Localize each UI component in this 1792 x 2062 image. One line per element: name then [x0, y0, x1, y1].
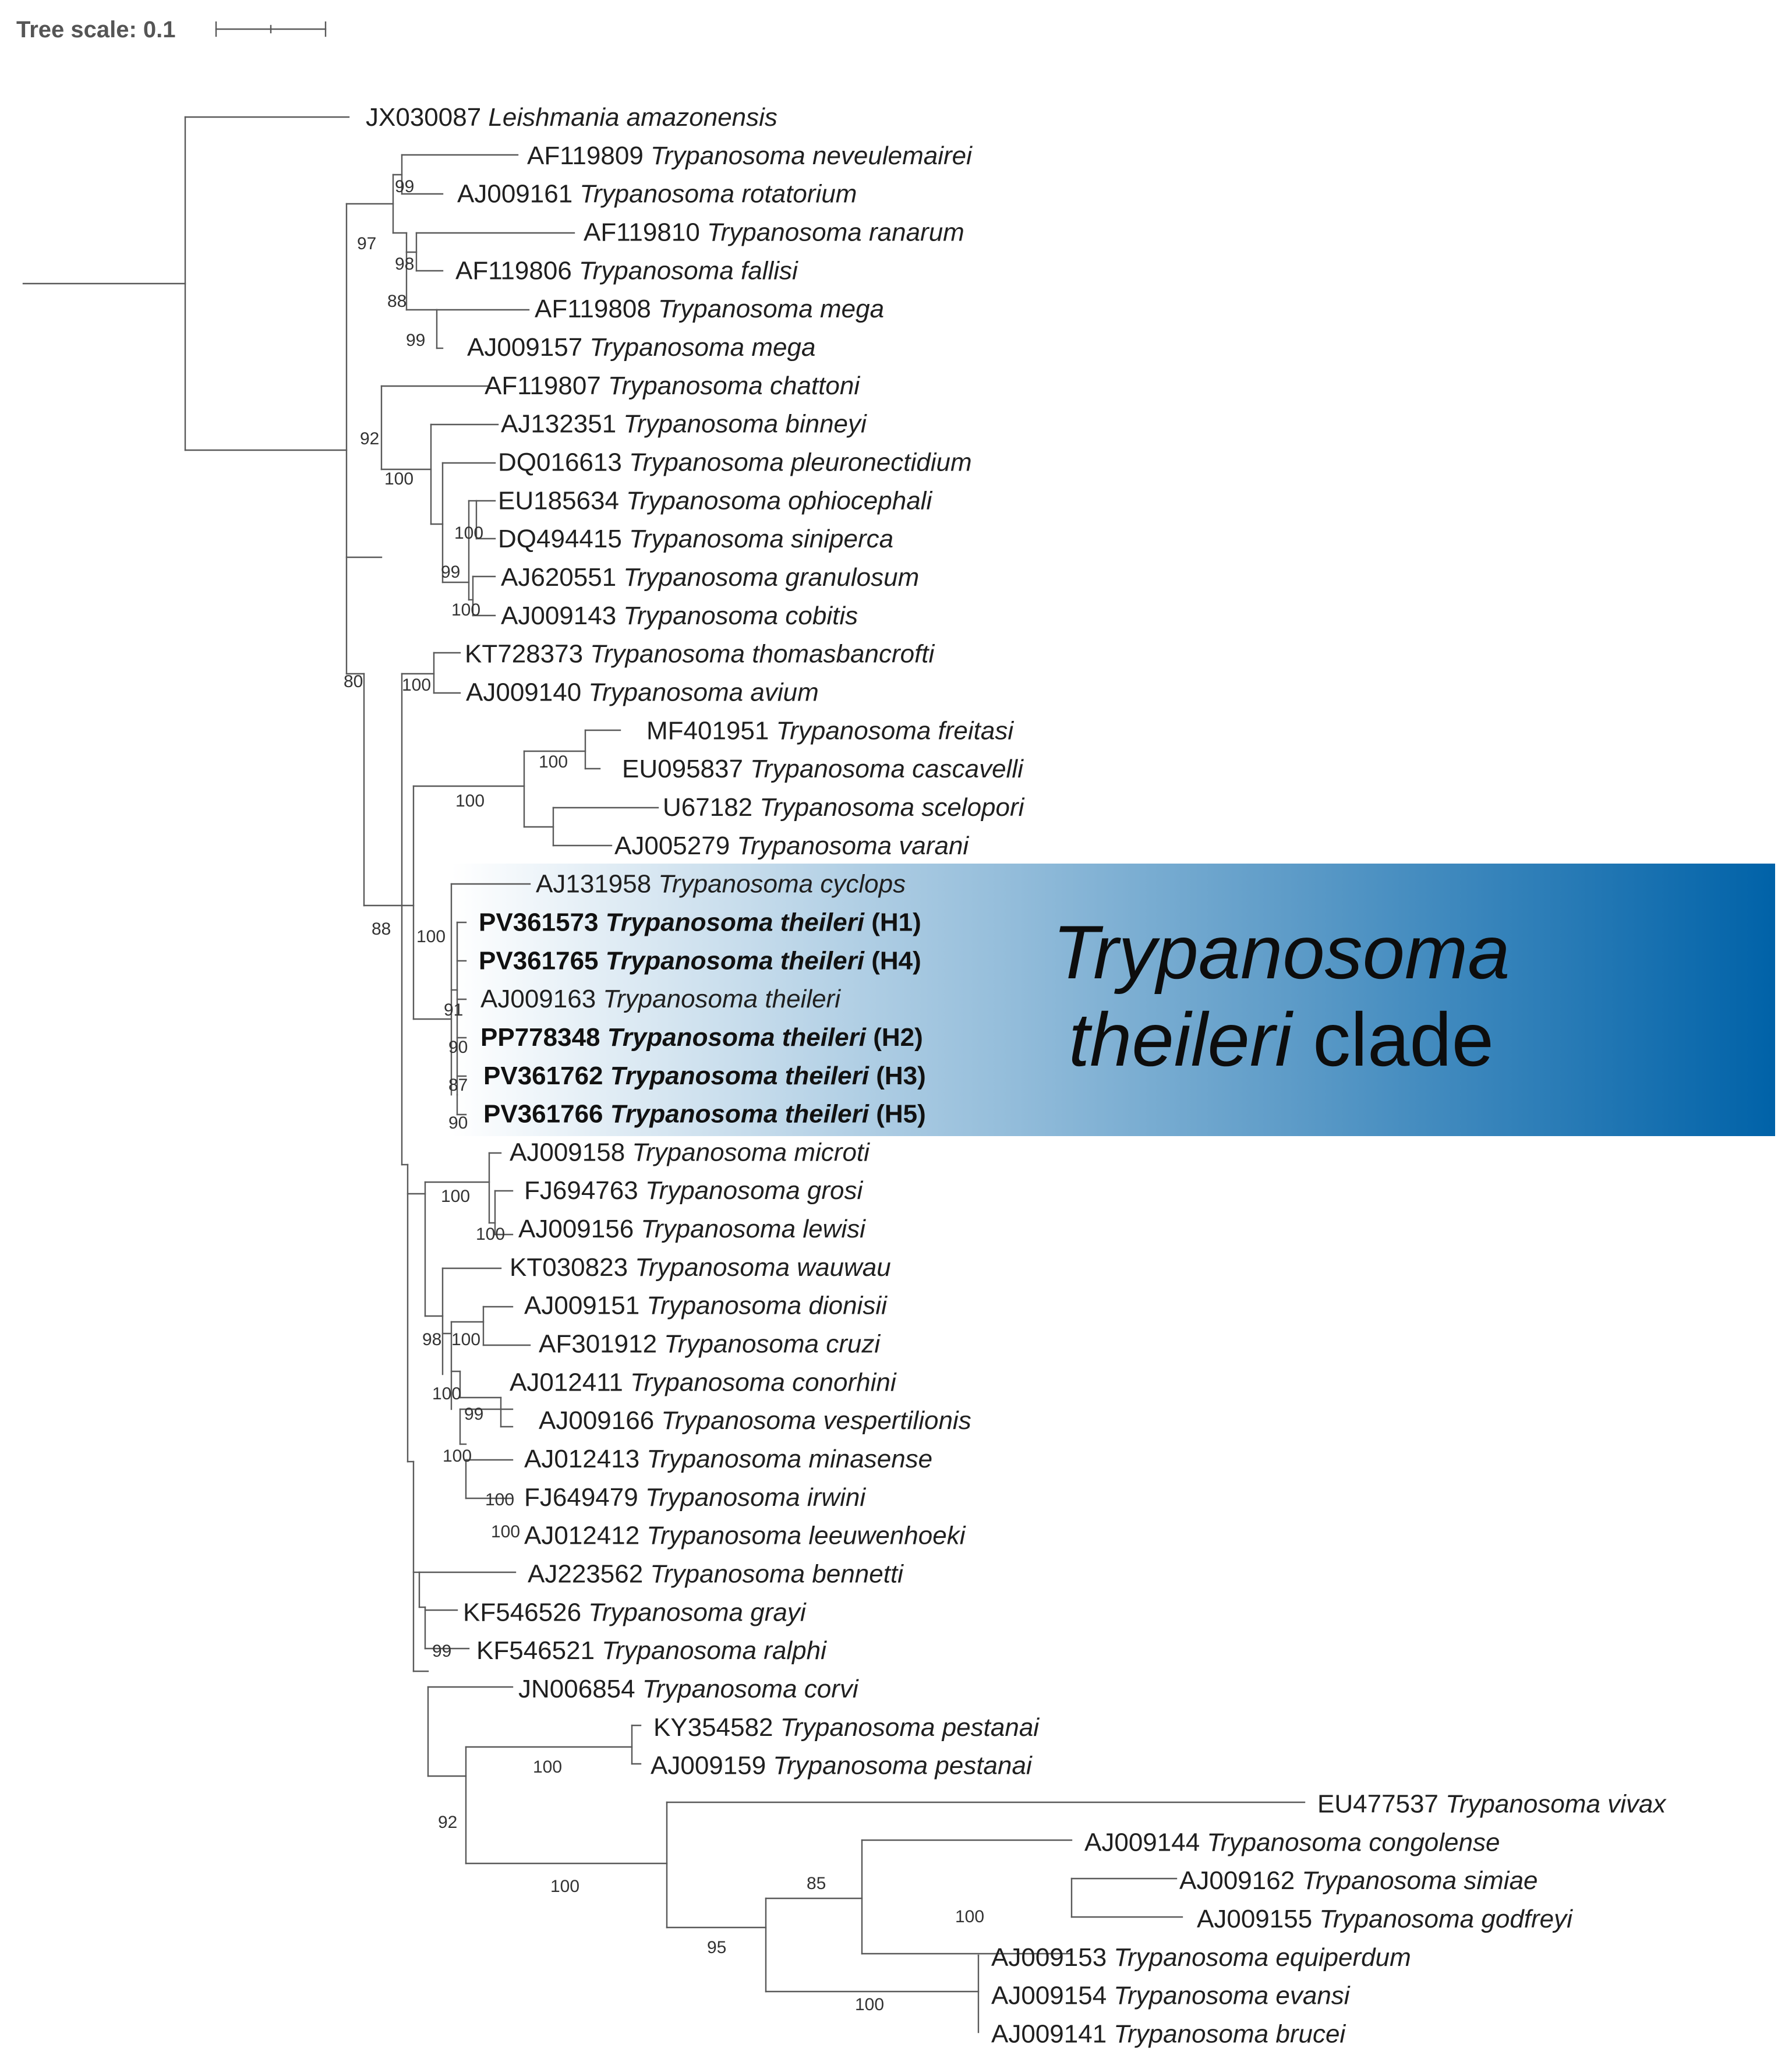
- tip-label: PV361766 Trypanosoma theileri (H5): [483, 1100, 926, 1129]
- tip-label: AJ009159 Trypanosoma pestanai: [651, 1752, 1033, 1780]
- bootstrap-value: 100: [454, 524, 483, 543]
- clade-title-line2: theileri clade: [1069, 997, 1494, 1082]
- bootstrap-value: 100: [476, 1225, 505, 1244]
- tip-label: AF301912 Trypanosoma cruzi: [539, 1330, 881, 1359]
- tip-label: FJ649479 Trypanosoma irwini: [524, 1483, 866, 1512]
- bootstrap-value: 100: [432, 1384, 461, 1403]
- bootstrap-value: 90: [448, 1038, 468, 1057]
- bootstrap-value: 91: [444, 1000, 463, 1020]
- tip-label: AJ005279 Trypanosoma varani: [614, 832, 969, 860]
- tip-label: JX030087 Leishmania amazonensis: [366, 103, 777, 132]
- tip-label: PV361765 Trypanosoma theileri (H4): [479, 946, 921, 975]
- tree-scale-bar: [215, 21, 327, 37]
- tip-label: MF401951 Trypanosoma freitasi: [646, 716, 1014, 745]
- tip-label: PP778348 Trypanosoma theileri (H2): [480, 1023, 923, 1052]
- tip-label: AJ009162 Trypanosoma simiae: [1179, 1866, 1538, 1895]
- bootstrap-value: 87: [448, 1076, 468, 1095]
- tip-label: DQ494415 Trypanosoma siniperca: [498, 525, 893, 553]
- bootstrap-value: 90: [448, 1113, 468, 1133]
- bootstrap-value: 88: [372, 919, 391, 939]
- tip-label: EU477537 Trypanosoma vivax: [1317, 1790, 1667, 1819]
- tip-label: AJ009158 Trypanosoma microti: [510, 1138, 870, 1166]
- tip-label: AJ009155 Trypanosoma godfreyi: [1197, 1905, 1573, 1933]
- bootstrap-value: 100: [491, 1522, 520, 1541]
- tip-label: KT728373 Trypanosoma thomasbancrofti: [465, 640, 935, 669]
- bootstrap-value: 100: [533, 1757, 562, 1777]
- tip-label: AJ012413 Trypanosoma minasense: [524, 1445, 932, 1473]
- tip-label: AJ009163 Trypanosoma theileri: [480, 985, 841, 1013]
- tip-labels: JX030087 Leishmania amazonensis AF119809 …: [366, 103, 1667, 2049]
- tip-label: U67182 Trypanosoma scelopori: [663, 793, 1025, 822]
- bootstrap-value: 99: [432, 1642, 451, 1661]
- bootstrap-value: 98: [422, 1330, 441, 1349]
- tip-label: AJ009143 Trypanosoma cobitis: [501, 602, 858, 630]
- tip-label: AF119808 Trypanosoma mega: [535, 295, 884, 323]
- tip-label: KT030823 Trypanosoma wauwau: [510, 1253, 891, 1282]
- bootstrap-value: 97: [357, 234, 376, 253]
- tip-label: AJ009166 Trypanosoma vespertilionis: [539, 1406, 971, 1435]
- tip-label: PV361573 Trypanosoma theileri (H1): [479, 908, 921, 936]
- bootstrap-value: 100: [443, 1446, 472, 1466]
- tip-label: EU185634 Trypanosoma ophiocephali: [498, 486, 932, 515]
- tip-label: AJ009151 Trypanosoma dionisii: [524, 1292, 888, 1320]
- tip-label: AJ009156 Trypanosoma lewisi: [518, 1215, 866, 1243]
- bootstrap-value: 100: [384, 469, 413, 489]
- tip-label: AJ009140 Trypanosoma avium: [466, 678, 819, 706]
- tip-label: KF546521 Trypanosoma ralphi: [476, 1636, 827, 1665]
- tip-label: AF119810 Trypanosoma ranarum: [584, 218, 964, 246]
- tip-label: AJ012412 Trypanosoma leeuwenhoeki: [524, 1522, 966, 1550]
- bootstrap-value: 95: [707, 1938, 726, 1957]
- tip-label: AJ012411 Trypanosoma conorhini: [510, 1368, 897, 1396]
- bootstrap-value: 100: [455, 791, 485, 811]
- tip-label: AJ223562 Trypanosoma bennetti: [528, 1560, 904, 1589]
- tree-scale-label: Tree scale: 0.1: [16, 17, 176, 43]
- bootstrap-value: 100: [855, 1995, 884, 2014]
- bootstrap-value: 100: [485, 1490, 514, 1509]
- bootstrap-value: 88: [387, 292, 407, 311]
- tip-label: KF546526 Trypanosoma grayi: [463, 1598, 807, 1626]
- tip-label: AJ620551 Trypanosoma granulosum: [501, 563, 919, 592]
- tree-branches: [22, 116, 1306, 2033]
- bootstrap-value: 80: [344, 672, 363, 691]
- bootstrap-value: 98: [395, 254, 414, 274]
- tip-label: AF119806 Trypanosoma fallisi: [455, 256, 798, 285]
- bootstrap-value: 99: [464, 1405, 483, 1424]
- bootstrap-value: 99: [441, 563, 460, 582]
- tip-label: AJ009157 Trypanosoma mega: [467, 333, 815, 362]
- tip-label: DQ016613 Trypanosoma pleuronectidium: [498, 448, 972, 476]
- bootstrap-value: 99: [406, 331, 425, 350]
- clade-title-line1: Trypanosoma: [1052, 910, 1510, 995]
- tip-label: AJ009161 Trypanosoma rotatorium: [457, 180, 857, 208]
- theileri-clade-highlight: [452, 864, 1775, 1136]
- bootstrap-value: 85: [807, 1874, 826, 1893]
- bootstrap-value: 100: [451, 1330, 480, 1349]
- bootstrap-value: 100: [441, 1187, 470, 1206]
- bootstrap-value: 100: [451, 600, 480, 620]
- bootstrap-value: 100: [539, 752, 568, 772]
- tip-label: KY354582 Trypanosoma pestanai: [653, 1713, 1040, 1742]
- tip-label: JN006854 Trypanosoma corvi: [518, 1675, 859, 1703]
- bootstrap-value: 92: [438, 1813, 457, 1832]
- bootstrap-value: 99: [395, 177, 414, 196]
- tip-label: AJ132351 Trypanosoma binneyi: [501, 410, 867, 438]
- tip-label: AJ009141 Trypanosoma brucei: [991, 2020, 1346, 2049]
- tip-label: AF119809 Trypanosoma neveulemairei: [527, 142, 973, 170]
- tip-label: AJ131958 Trypanosoma cyclops: [536, 870, 906, 899]
- bootstrap-value: 92: [360, 429, 379, 448]
- bootstrap-value: 100: [550, 1877, 579, 1896]
- tip-label: AJ009153 Trypanosoma equiperdum: [991, 1943, 1411, 1972]
- tip-label: AJ009154 Trypanosoma evansi: [991, 1982, 1351, 2010]
- bootstrap-value: 100: [955, 1907, 984, 1926]
- bootstrap-value: 100: [402, 675, 431, 695]
- tip-label: AJ009144 Trypanosoma congolense: [1084, 1828, 1500, 1856]
- tip-label: AF119807 Trypanosoma chattoni: [485, 372, 860, 400]
- tip-label: FJ694763 Trypanosoma grosi: [524, 1176, 863, 1205]
- tip-label: EU095837 Trypanosoma cascavelli: [622, 755, 1024, 783]
- tip-label: PV361762 Trypanosoma theileri (H3): [483, 1062, 926, 1090]
- bootstrap-value: 100: [416, 927, 446, 946]
